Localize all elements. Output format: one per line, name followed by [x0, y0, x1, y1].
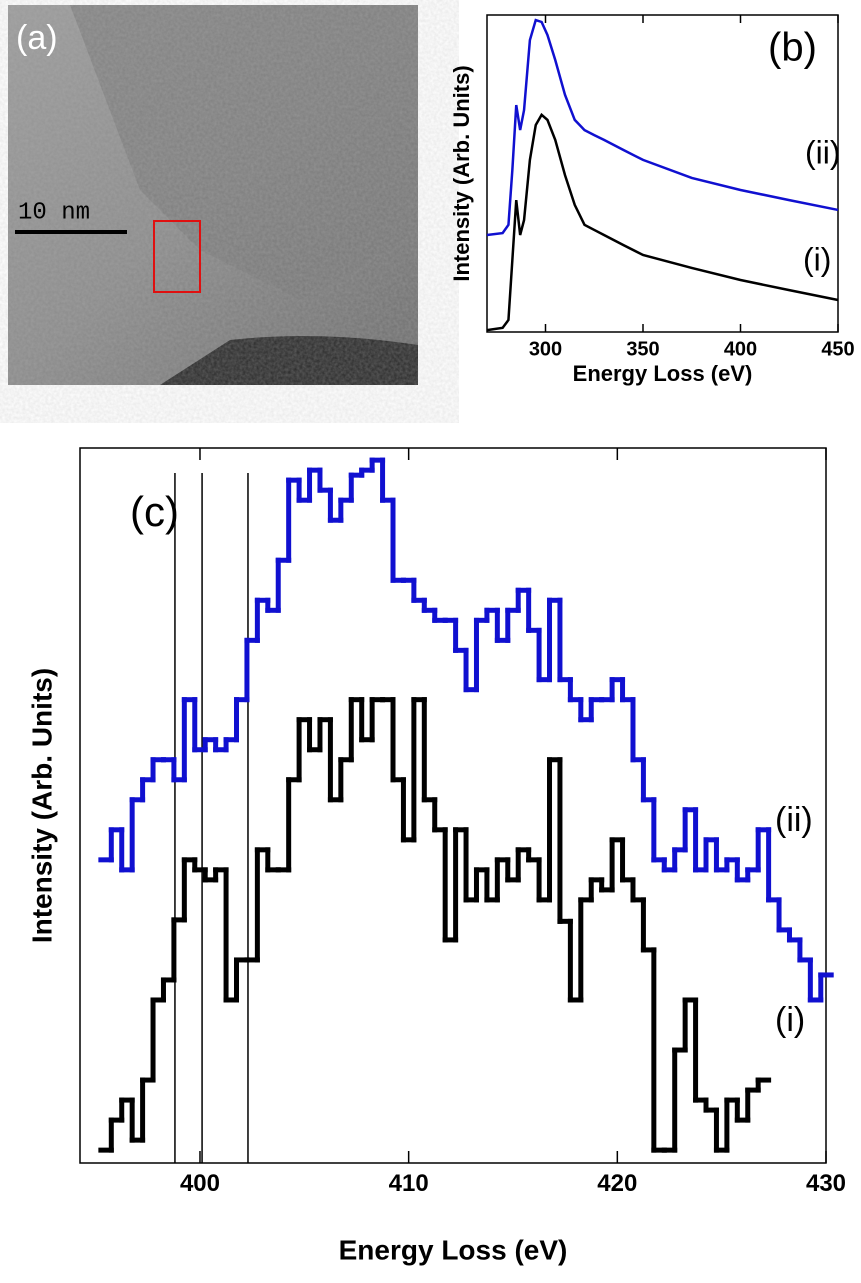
micrograph: 10 nm (a) [8, 5, 418, 385]
x-tick-label: 400 [724, 338, 757, 360]
y-axis-title: Intensity (Arb. Units) [26, 668, 57, 943]
x-tick-label: 300 [529, 338, 562, 360]
plot-frame [79, 447, 827, 1164]
series-line [486, 112, 839, 332]
panel-label: (a) [16, 19, 58, 57]
x-axis-title: Energy Loss (eV) [573, 361, 753, 386]
x-tick-label: 430 [806, 1170, 846, 1197]
x-axis-title: Energy Loss (eV) [339, 1234, 568, 1265]
x-tick-label: 450 [821, 338, 854, 360]
series-label: (ii) [805, 134, 841, 170]
x-tick-label: 410 [389, 1170, 429, 1197]
panel-label: (c) [130, 488, 179, 535]
series-label: (i) [775, 1001, 805, 1039]
plot-frame [486, 14, 839, 333]
x-tick-label: 350 [626, 338, 659, 360]
x-tick-label: 420 [597, 1170, 637, 1197]
y-axis-title: Intensity (Arb. Units) [449, 65, 474, 281]
series-line [486, 18, 839, 237]
x-tick-label: 400 [180, 1170, 220, 1197]
texture [8, 5, 418, 385]
selection-box [153, 220, 201, 293]
panel-label: (b) [768, 26, 817, 70]
series-label: (i) [803, 241, 831, 277]
scale-bar-label: 10 nm [18, 199, 90, 226]
series-label: (ii) [775, 801, 813, 839]
